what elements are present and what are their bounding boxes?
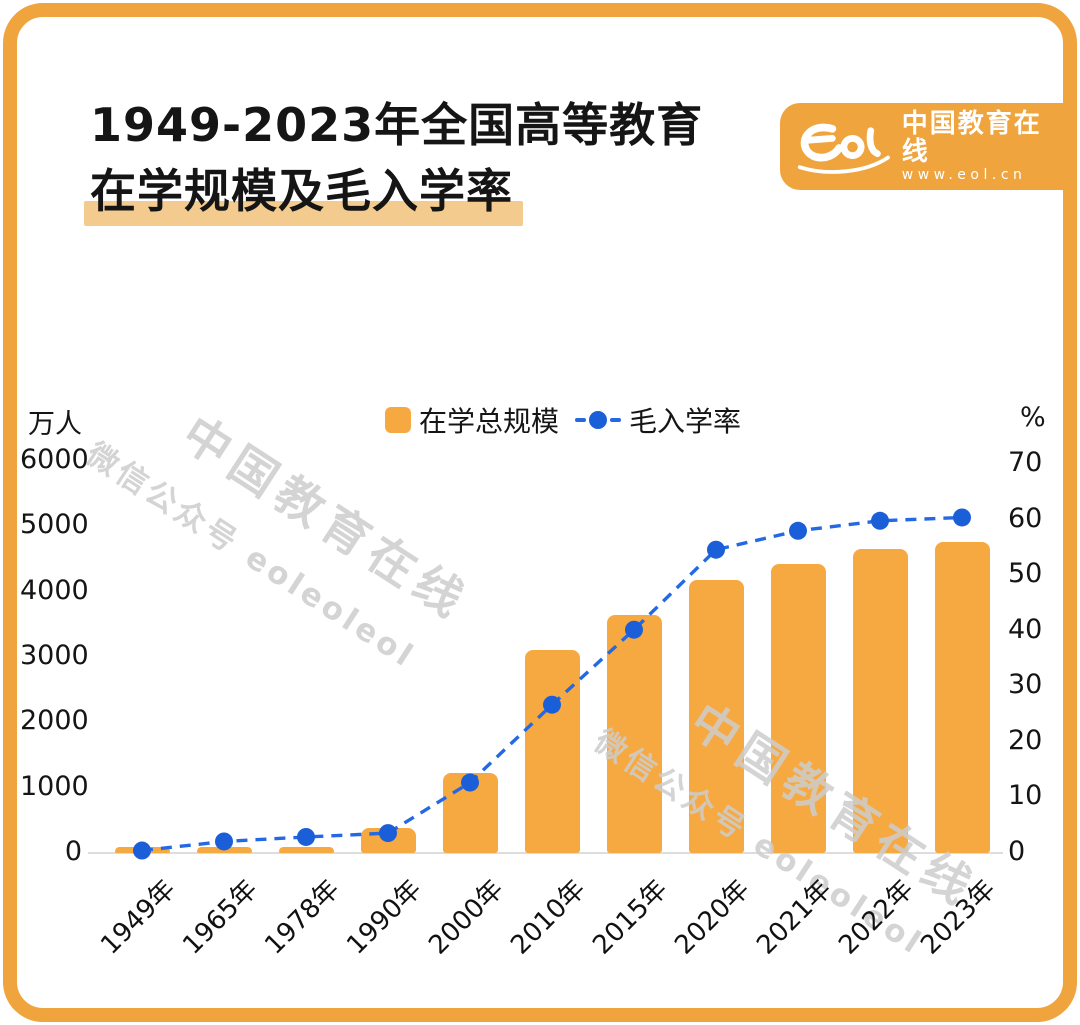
legend-line-label: 毛入学率	[629, 405, 742, 438]
left-axis-tick: 5000	[20, 509, 89, 541]
eol-logo-icon	[797, 123, 890, 174]
legend-bar-swatch-icon	[385, 407, 411, 433]
right-axis-tick: 50	[1008, 558, 1043, 590]
logo-brand-text: 中国教育在线	[901, 108, 1042, 167]
legend-line-marker-icon	[575, 411, 622, 429]
right-axis-unit: %	[1020, 402, 1046, 433]
right-axis-tick: 20	[1008, 724, 1043, 756]
logo-url-text: www.eol.cn	[901, 166, 1027, 183]
title-line-2: 在学规模及毛入学率	[84, 158, 523, 226]
bar-1990年	[360, 828, 416, 853]
right-axis-tick: 30	[1008, 669, 1043, 701]
chart-legend: 在学总规模 毛入学率	[385, 400, 741, 440]
eol-logo: 中国教育在线 www.eol.cn	[780, 103, 1063, 190]
right-axis-tick: 0	[1008, 836, 1026, 867]
left-axis-tick: 3000	[20, 640, 89, 671]
title-line-1: 1949-2023年全国高等教育	[90, 98, 704, 152]
legend-bar-label: 在学总规模	[419, 405, 560, 438]
bar-2023年	[934, 541, 990, 853]
right-axis-tick: 10	[1008, 780, 1043, 812]
left-axis-tick: 4000	[20, 574, 89, 606]
left-axis-unit: 万人	[28, 409, 82, 440]
left-axis-tick: 6000	[20, 444, 89, 475]
left-axis-tick: 2000	[20, 705, 89, 737]
bar-1965年	[196, 847, 252, 853]
right-axis-tick: 60	[1008, 502, 1043, 534]
right-axis-tick: 70	[1008, 447, 1043, 478]
page-title: 1949-2023年全国高等教育 在学规模及毛入学率	[84, 92, 704, 226]
x-axis-line	[88, 852, 1003, 854]
left-axis-tick: 0	[64, 836, 82, 867]
left-axis-tick: 1000	[20, 770, 89, 802]
bar-1978年	[278, 847, 334, 853]
right-axis-tick: 40	[1008, 613, 1043, 645]
bar-1949年	[114, 847, 170, 853]
bar-2000年	[442, 772, 498, 853]
bar-2010年	[524, 650, 580, 853]
